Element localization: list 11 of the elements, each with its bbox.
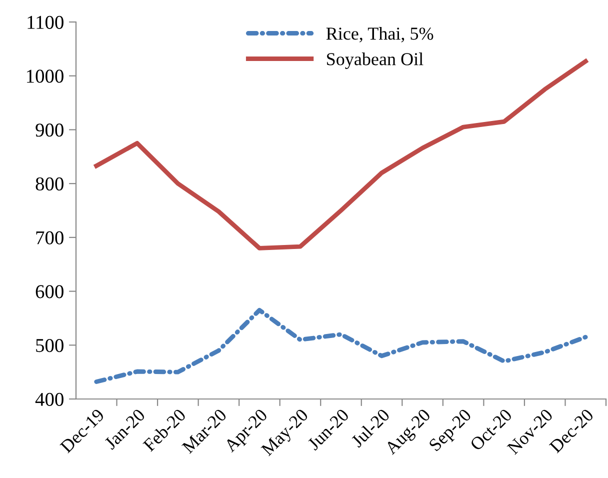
y-tick-label: 600 <box>36 285 64 298</box>
y-tick-label: 800 <box>36 177 64 191</box>
y-tick-label: 400 <box>35 392 64 406</box>
legend-label: Soyabean Oil <box>327 52 424 69</box>
y-tick-label: 700 <box>36 231 64 244</box>
y-tick-label: 1000 <box>27 70 64 83</box>
line-series <box>94 308 588 384</box>
y-tick-label: 500 <box>36 338 64 352</box>
y-tick-label: 900 <box>36 124 64 137</box>
legend-label: Rice, Thai, 5% <box>326 27 434 42</box>
y-tick-label: 1100 <box>28 16 64 29</box>
